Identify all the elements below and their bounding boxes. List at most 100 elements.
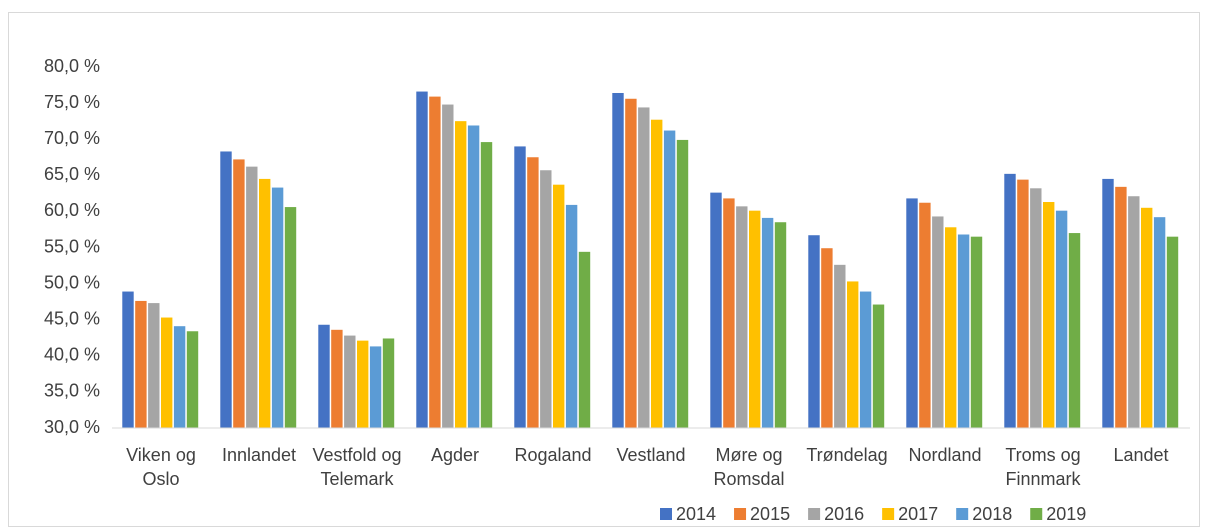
y-tick-label: 40,0 % [44, 345, 100, 365]
bar [872, 304, 885, 428]
y-tick-label: 65,0 % [44, 164, 100, 184]
bar [906, 198, 918, 428]
x-tick-label: Troms og Finnmark [1005, 445, 1081, 489]
legend-swatch [956, 508, 969, 520]
y-tick-label: 50,0 % [44, 272, 100, 292]
bar [148, 303, 160, 428]
x-tick-label: Agder [431, 445, 479, 465]
bar [808, 235, 820, 428]
bar [736, 206, 748, 428]
bar [859, 291, 872, 428]
bar [233, 159, 245, 428]
y-tick-label: 60,0 % [44, 200, 100, 220]
bar [357, 340, 369, 428]
bar [1115, 186, 1127, 428]
bar [1068, 233, 1081, 428]
y-tick-label: 45,0 % [44, 308, 100, 328]
bar [723, 198, 735, 428]
bar [847, 281, 859, 428]
bar [957, 234, 970, 428]
legend-swatch [808, 508, 821, 520]
bar [220, 151, 232, 428]
bar [1128, 196, 1140, 428]
bar [284, 207, 297, 428]
y-tick-label: 55,0 % [44, 236, 100, 256]
legend-swatch [660, 508, 672, 520]
bar [318, 324, 330, 428]
x-tick-label: Vestland [616, 445, 685, 465]
bar [527, 157, 539, 428]
bar [761, 217, 774, 428]
x-tick-label: Møre og Romsdal [713, 445, 784, 489]
bar [161, 317, 173, 428]
bar [1141, 207, 1153, 428]
bar [1055, 210, 1068, 428]
y-tick-label: 30,0 % [44, 417, 100, 437]
bar [1004, 173, 1016, 428]
bar [970, 236, 983, 428]
bar [1030, 188, 1042, 428]
bar [331, 329, 343, 428]
bar [135, 300, 147, 428]
x-tick-label: Nordland [908, 445, 981, 465]
bar [1153, 217, 1166, 428]
bar [1017, 179, 1029, 428]
bar [1043, 202, 1055, 428]
x-tick-label: Innlandet [222, 445, 296, 465]
bar [625, 98, 637, 428]
y-tick-label: 80,0 % [44, 56, 100, 76]
bar [651, 119, 663, 429]
bar [271, 187, 284, 428]
bar [945, 227, 957, 428]
bar [540, 170, 552, 428]
bar [676, 139, 689, 428]
legend-label: 2019 [1046, 504, 1086, 524]
bar [774, 222, 787, 428]
bar [749, 210, 761, 428]
legend-swatch [1030, 508, 1043, 520]
bar [429, 96, 441, 429]
bar [382, 338, 395, 428]
legend-label: 2015 [750, 504, 790, 524]
x-tick-label: Trøndelag [806, 445, 887, 465]
x-tick-label: Vestfold og Telemark [312, 445, 401, 489]
bar [514, 146, 526, 429]
bar [122, 291, 134, 428]
bar [480, 142, 493, 428]
bar [467, 125, 480, 429]
bar [578, 251, 591, 428]
x-tick-label: Landet [1113, 445, 1168, 465]
bar [442, 104, 454, 428]
y-tick-label: 35,0 % [44, 381, 100, 401]
legend-label: 2017 [898, 504, 938, 524]
bar [932, 216, 944, 428]
bar [455, 121, 467, 429]
bar [369, 346, 382, 428]
x-tick-label: Rogaland [514, 445, 591, 465]
bar [259, 178, 271, 428]
y-tick-label: 70,0 % [44, 128, 100, 148]
chart-border [8, 12, 1200, 527]
legend-label: 2014 [676, 504, 716, 524]
bar [1166, 236, 1179, 428]
x-tick-label: Viken og Oslo [126, 445, 196, 489]
bar [565, 204, 578, 428]
legend-swatch [734, 508, 747, 520]
bar [919, 202, 931, 428]
bar [553, 184, 565, 428]
bar [638, 107, 650, 428]
bar [663, 130, 676, 428]
bar [416, 91, 428, 428]
bar [344, 335, 356, 428]
bar [710, 192, 722, 428]
legend-label: 2016 [824, 504, 864, 524]
bar [246, 166, 258, 429]
legend-label: 2018 [972, 504, 1012, 524]
bar [821, 248, 833, 428]
legend-swatch [882, 508, 895, 520]
y-tick-label: 75,0 % [44, 92, 100, 112]
bar [173, 326, 186, 428]
bar [1102, 178, 1114, 428]
bar [612, 92, 624, 428]
